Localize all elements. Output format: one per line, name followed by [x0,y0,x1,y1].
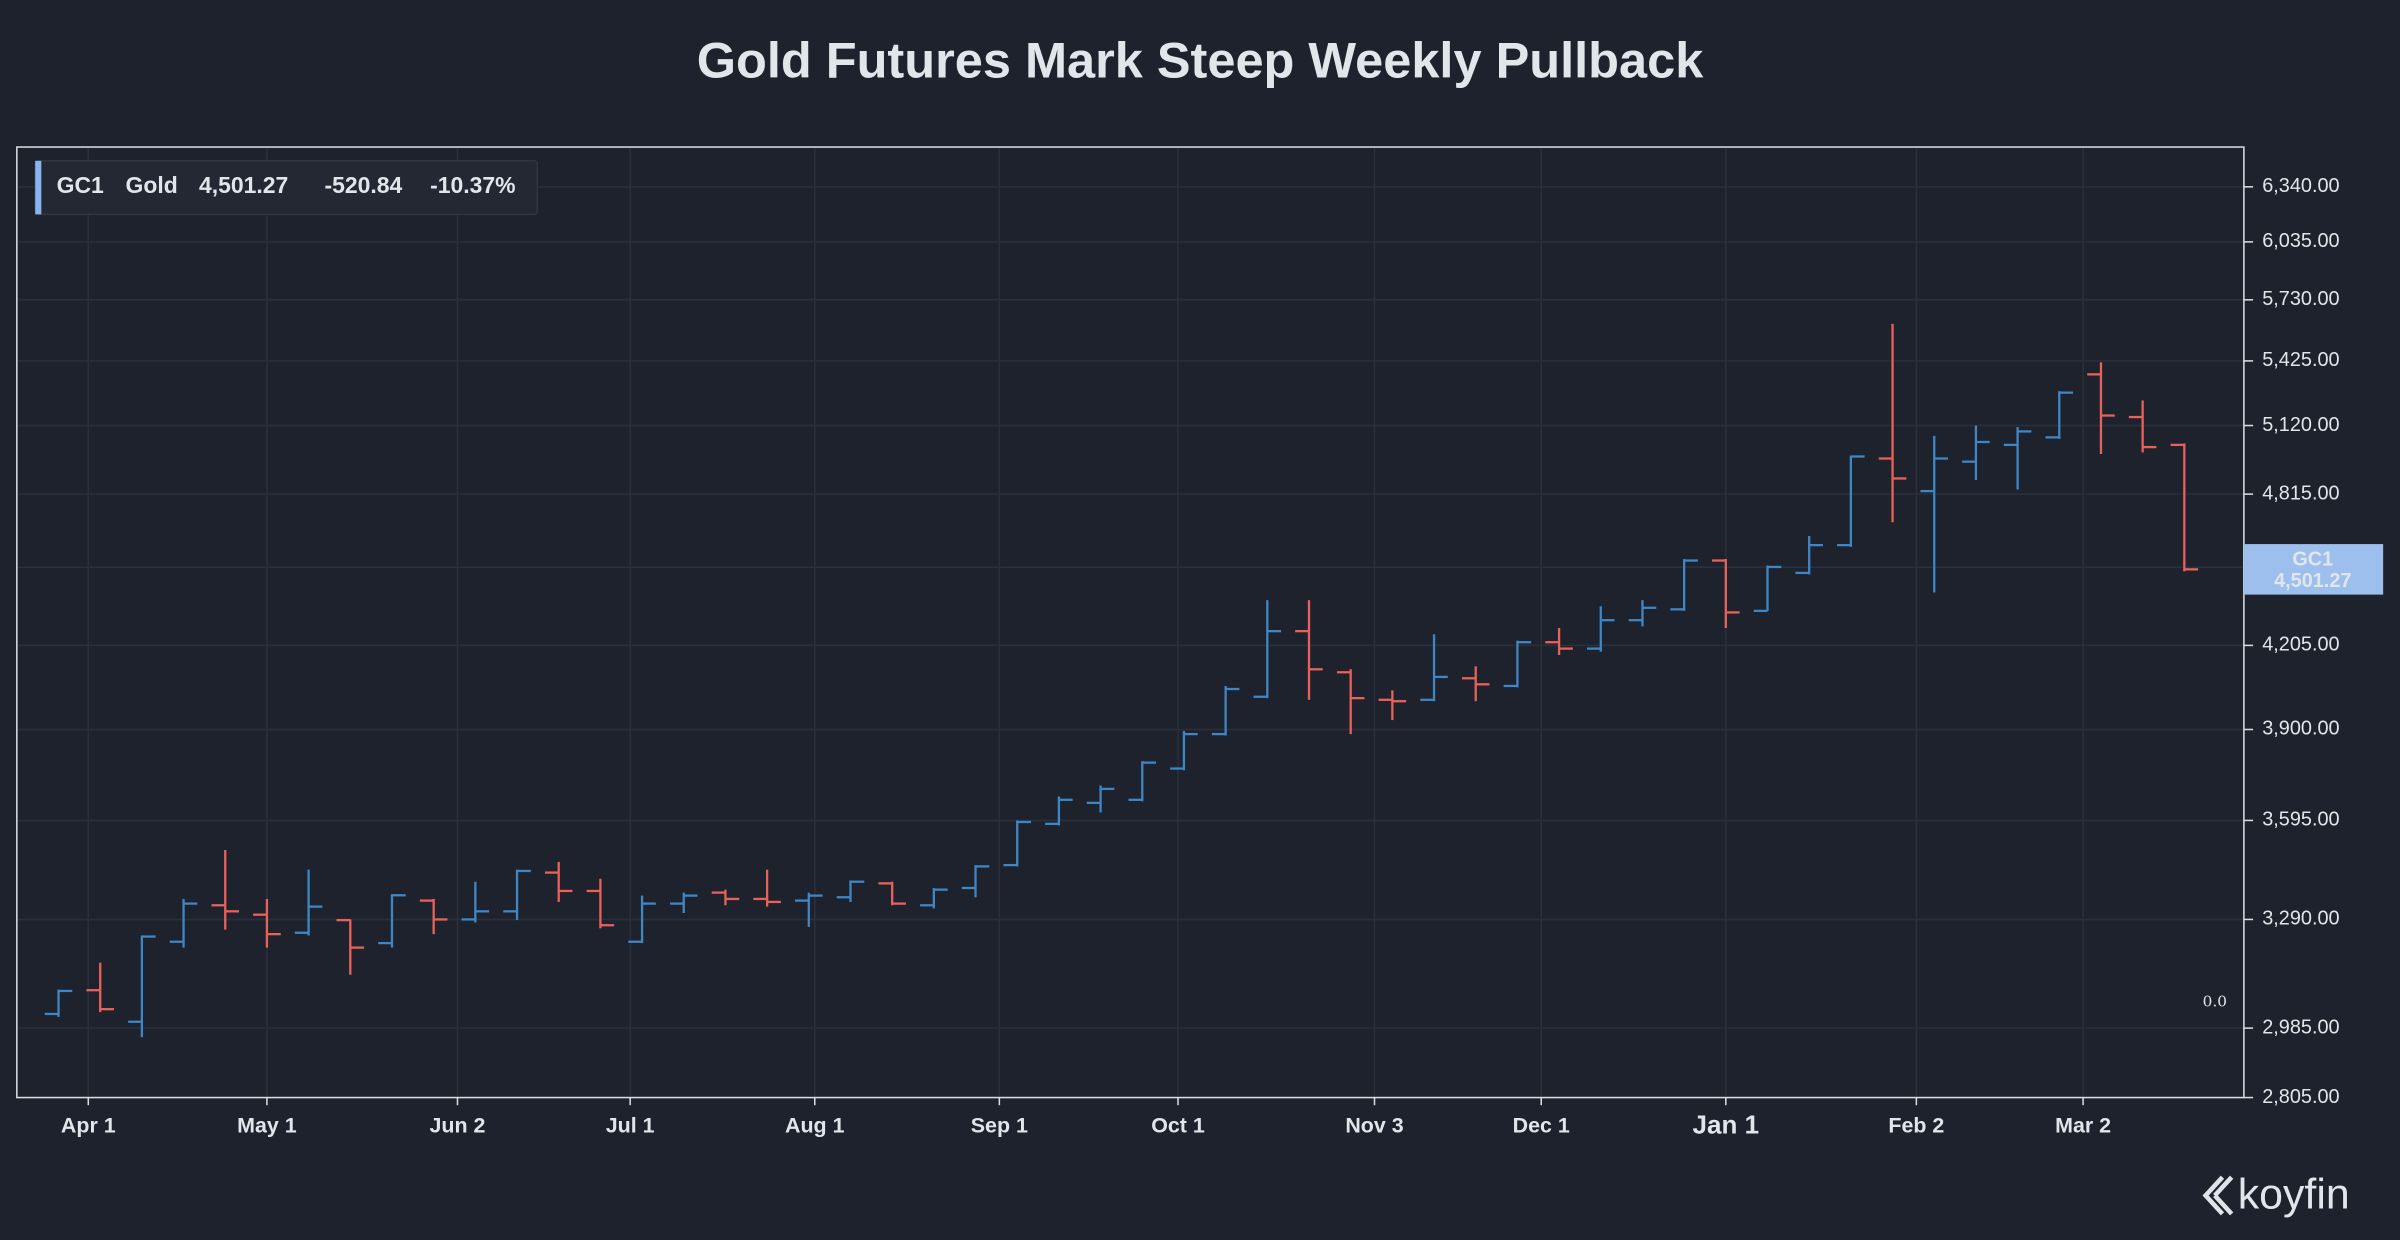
x-tick-label: Feb 2 [1888,1113,1944,1137]
ohlc-bar [44,989,73,1017]
y-tick-label: 6,035.00 [2262,230,2339,252]
ohlc-bar [1545,628,1573,655]
ohlc-bar [2003,427,2032,490]
ohlc-bar [628,895,656,944]
x-tick-label: May 1 [237,1113,297,1137]
ohlc-bar [586,878,615,929]
ohlc-bar [1586,606,1615,652]
ohlc-bar [920,887,948,909]
ohlc-bar [961,865,990,898]
ohlc-bar [2170,443,2199,572]
last-price-tag [2243,544,2384,595]
watermark: koyfin [2238,1170,2350,1218]
y-tick-label: 3,900.00 [2262,718,2339,740]
ohlc-bar [753,869,781,907]
ohlc-bar [1045,796,1073,826]
volume-tick-label: 0.0 [2203,993,2227,1011]
ohlc-bar [1086,785,1115,813]
x-tick-label: Aug 1 [785,1113,845,1137]
logo-icon [2202,1175,2234,1216]
x-tick-label: Jul 1 [606,1113,655,1137]
ohlc-bar [294,869,323,936]
ohlc-bar [86,962,114,1013]
ohlc-bar [1670,559,1698,611]
ohlc-bar [1336,669,1365,735]
logo: koyfin [2202,1170,2350,1218]
legend-symbol: GC1 [57,172,104,198]
legend-last: 4,501.27 [199,172,288,198]
ohlc-bar [878,881,906,906]
ohlc-bar [544,861,573,902]
ohlc-bar [1420,634,1448,702]
ohlc-bar [1378,690,1407,721]
x-tick-label: Nov 3 [1345,1113,1403,1137]
ohlc-bar [2045,391,2074,439]
y-tick-label: 5,425.00 [2262,349,2339,371]
x-tick-label: Apr 1 [61,1113,116,1137]
last-price-tag-symbol: GC1 [2292,548,2333,570]
ohlc-bar [1503,640,1532,688]
x-tick-label: Jun 2 [430,1113,486,1137]
plot-frame [16,146,2245,1099]
ohlc-bar [336,918,365,975]
y-tick-label: 3,595.00 [2262,809,2339,831]
legend-name: Gold [126,172,178,198]
ohlc-bar [503,869,531,921]
x-tick-label: Mar 2 [2055,1113,2111,1137]
y-tick-label: 6,340.00 [2262,175,2339,197]
ohlc-bar [1461,666,1490,702]
ohlc-bar [1170,730,1198,771]
legend: GC1 Gold 4,501.27 -520.84 -10.37% [34,160,539,216]
ohlc-bar [419,898,448,935]
y-tick-label: 2,805.00 [2262,1086,2339,1108]
ohlc-bar [1211,685,1240,736]
ohlc-bar [1753,565,1782,613]
ohlc-bar [2128,400,2157,453]
chart-title: Gold Futures Mark Steep Weekly Pullback [697,32,1704,89]
bars [44,323,2199,1038]
legend-change-pct: -10.37% [430,172,515,198]
y-tick-label: 3,290.00 [2262,908,2339,930]
ohlc-bar [1962,425,1990,481]
ohlc-bar [795,892,823,927]
x-tick-label: Jan 1 [1693,1110,1760,1140]
ohlc-bar [1253,600,1282,699]
ohlc-bar [1003,820,1031,867]
grid [16,147,2244,1099]
ohlc-bar [2087,362,2115,455]
ohlc-bar [1628,600,1657,627]
ohlc-bar [378,894,406,948]
ohlc-bar [1712,559,1740,629]
y-tick-label: 5,730.00 [2262,288,2339,310]
x-tick-label: Sep 1 [971,1113,1028,1137]
ohlc-bar [1837,455,1865,547]
axes: 2,805.00 2,985.00 3,290.00 3,595.00 3,900.00… [61,175,2384,1140]
ohlc-bar [836,880,865,902]
ohlc-bar [461,881,490,923]
ohlc-bar [1128,761,1157,802]
ohlc-bar [1920,435,1949,593]
y-tick-label: 4,815.00 [2262,482,2339,504]
x-tick-label: Dec 1 [1513,1113,1570,1137]
x-tick-label: Oct 1 [1151,1113,1205,1137]
legend-accent [35,160,42,215]
y-tick-label: 4,205.00 [2262,634,2339,656]
ohlc-bar [1878,323,1907,523]
ohlc-bar [711,889,740,906]
y-tick-label: 2,985.00 [2262,1016,2339,1038]
y-tick-label: 5,120.00 [2262,414,2339,436]
ohlc-bar [253,898,281,948]
legend-change: -520.84 [324,172,402,198]
ohlc-bar [128,935,156,1038]
last-price-tag-value: 4,501.27 [2274,570,2351,592]
ohlc-bar [1795,535,1823,575]
ohlc-bar [169,898,198,948]
ohlc-bar [1295,600,1323,700]
ohlc-bar [669,892,698,914]
ohlc-bar [211,850,240,930]
